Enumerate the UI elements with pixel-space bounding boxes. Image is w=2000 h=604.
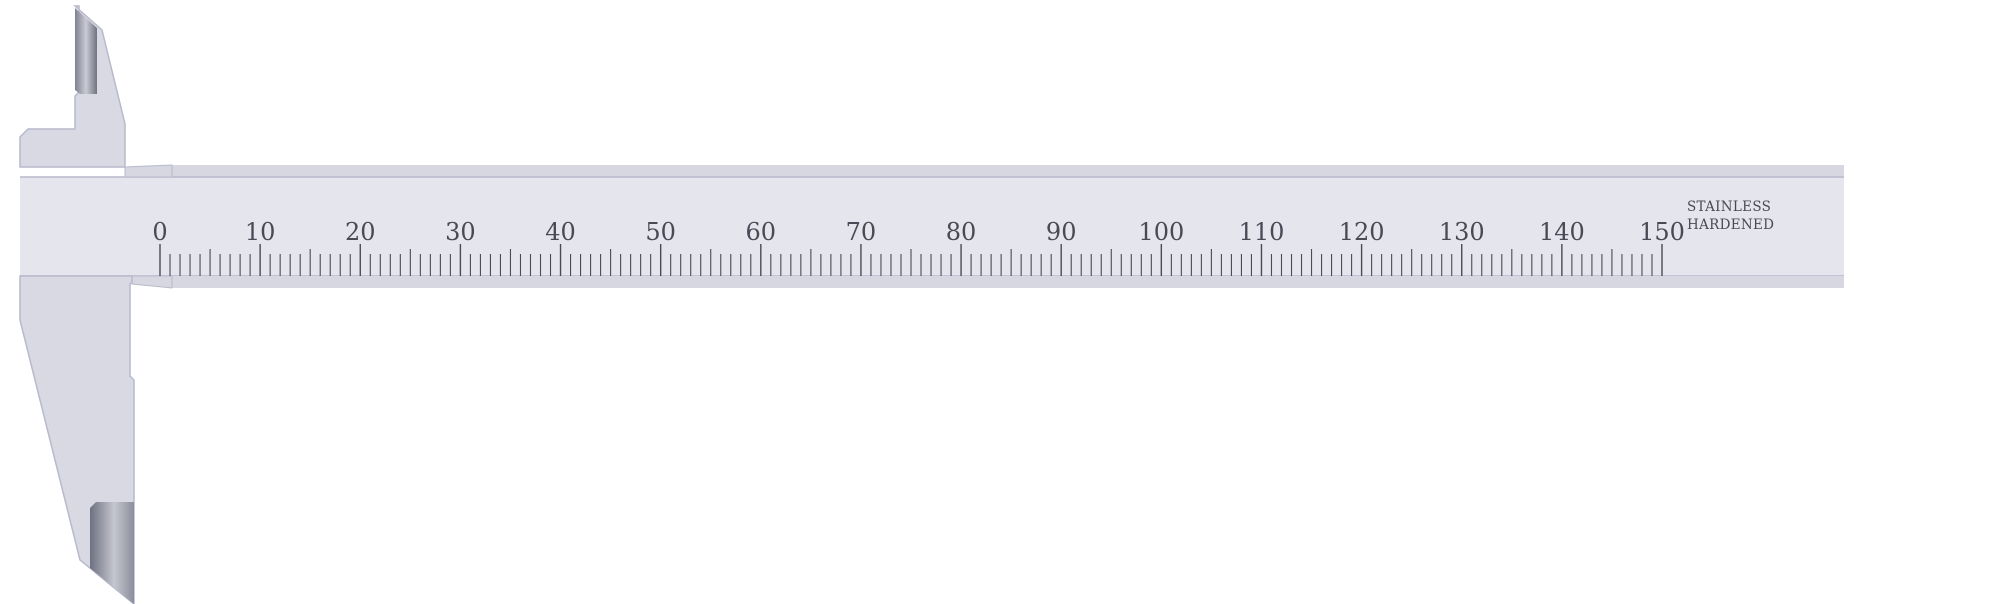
lower-fillet [131,275,173,289]
beam-top-edge [172,165,1844,179]
beam-bottom-edge [172,276,1844,288]
upper-jaw-tip [75,8,97,94]
scale-label-30: 30 [445,218,476,246]
marking-stainless: STAINLESS [1687,199,1771,215]
scale-label-140: 140 [1539,218,1585,246]
main-scale-labels: 0 10 20 30 40 50 60 70 80 90 100 110 120 130 140 150 [152,218,1685,246]
upper-jaw [19,5,126,168]
scale-label-60: 60 [746,218,777,246]
scale-label-10: 10 [245,218,276,246]
scale-label-100: 100 [1138,218,1184,246]
scale-label-90: 90 [1046,218,1077,246]
scale-label-0: 0 [152,218,167,246]
scale-label-20: 20 [345,218,376,246]
scale-label-120: 120 [1339,218,1385,246]
scale-label-50: 50 [645,218,676,246]
marking-hardened: HARDENED [1687,217,1774,233]
scale-label-70: 70 [846,218,877,246]
scale-label-40: 40 [545,218,576,246]
scale-label-130: 130 [1439,218,1485,246]
upper-fillet [124,164,173,178]
main-scale-ticks [159,244,1663,276]
beam-face [20,177,1844,276]
scale-label-150: 150 [1639,218,1685,246]
scale-label-110: 110 [1239,218,1285,246]
lower-jaw-tip [90,502,134,604]
scale-label-80: 80 [946,218,977,246]
